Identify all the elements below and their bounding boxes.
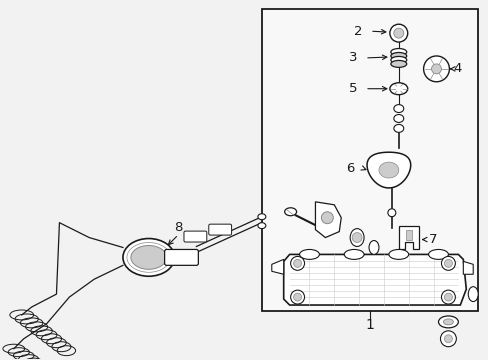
- Ellipse shape: [131, 246, 166, 269]
- Circle shape: [290, 290, 304, 304]
- Ellipse shape: [393, 125, 403, 132]
- Text: 7: 7: [427, 233, 436, 246]
- Ellipse shape: [438, 316, 457, 328]
- FancyBboxPatch shape: [208, 224, 231, 235]
- Text: 3: 3: [348, 51, 356, 64]
- Ellipse shape: [393, 105, 403, 113]
- Ellipse shape: [388, 249, 408, 260]
- Circle shape: [351, 233, 361, 243]
- Ellipse shape: [284, 208, 296, 216]
- Polygon shape: [378, 162, 398, 178]
- Text: 4: 4: [452, 62, 461, 75]
- FancyBboxPatch shape: [183, 231, 206, 242]
- Ellipse shape: [257, 214, 265, 220]
- Ellipse shape: [390, 57, 406, 63]
- Circle shape: [290, 256, 304, 270]
- Ellipse shape: [368, 240, 378, 255]
- Ellipse shape: [257, 223, 265, 229]
- Circle shape: [431, 64, 441, 74]
- Text: 6: 6: [345, 162, 353, 175]
- Circle shape: [440, 331, 455, 347]
- Text: 1: 1: [365, 318, 374, 332]
- Circle shape: [321, 212, 333, 224]
- Ellipse shape: [389, 83, 407, 95]
- Polygon shape: [462, 261, 472, 274]
- Ellipse shape: [390, 49, 406, 55]
- Text: 8: 8: [174, 221, 183, 234]
- Bar: [262, 9, 477, 311]
- Circle shape: [387, 209, 395, 217]
- Polygon shape: [271, 260, 283, 274]
- Polygon shape: [366, 152, 410, 188]
- Circle shape: [423, 56, 448, 82]
- Ellipse shape: [468, 287, 477, 302]
- Ellipse shape: [344, 249, 364, 260]
- Circle shape: [293, 260, 301, 267]
- Ellipse shape: [122, 239, 174, 276]
- Bar: [405, 230, 411, 239]
- Circle shape: [444, 293, 451, 301]
- Ellipse shape: [393, 114, 403, 122]
- Text: 2: 2: [353, 24, 361, 38]
- Circle shape: [293, 293, 301, 301]
- Ellipse shape: [349, 229, 364, 247]
- Polygon shape: [315, 202, 341, 238]
- Polygon shape: [283, 255, 466, 305]
- Circle shape: [393, 28, 403, 38]
- Ellipse shape: [443, 319, 452, 325]
- Ellipse shape: [390, 60, 406, 67]
- Circle shape: [441, 290, 454, 304]
- Ellipse shape: [427, 249, 447, 260]
- Ellipse shape: [299, 249, 319, 260]
- Polygon shape: [398, 226, 418, 249]
- FancyBboxPatch shape: [164, 249, 198, 265]
- Circle shape: [444, 335, 451, 343]
- Text: 5: 5: [348, 82, 356, 95]
- Circle shape: [441, 256, 454, 270]
- Circle shape: [444, 260, 451, 267]
- Circle shape: [389, 24, 407, 42]
- Ellipse shape: [390, 53, 406, 59]
